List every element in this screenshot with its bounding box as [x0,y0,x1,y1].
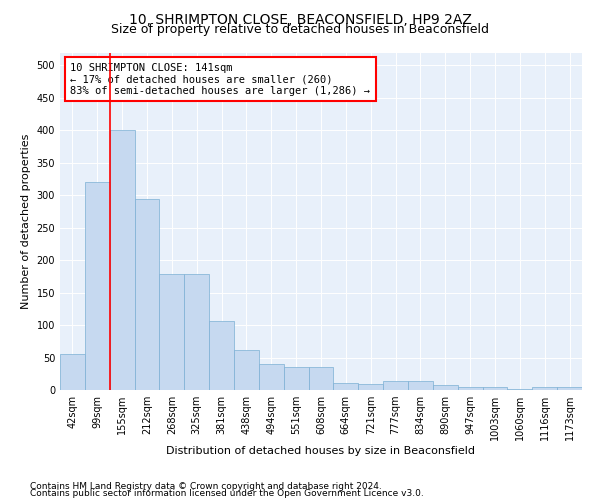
Bar [334,383,358,390]
Bar [458,387,482,390]
Bar [433,385,458,390]
Text: Contains public sector information licensed under the Open Government Licence v3: Contains public sector information licen… [30,489,424,498]
Text: 10, SHRIMPTON CLOSE, BEACONSFIELD, HP9 2AZ: 10, SHRIMPTON CLOSE, BEACONSFIELD, HP9 2… [128,12,472,26]
Bar [259,364,284,390]
Text: Size of property relative to detached houses in Beaconsfield: Size of property relative to detached ho… [111,22,489,36]
Bar [557,387,582,390]
Bar [383,381,408,390]
Bar [60,354,85,390]
Bar [184,274,209,390]
Bar [284,366,308,390]
Bar [134,198,160,390]
X-axis label: Distribution of detached houses by size in Beaconsfield: Distribution of detached houses by size … [167,446,476,456]
Bar [209,320,234,390]
Bar [85,182,110,390]
Bar [308,368,334,390]
Bar [482,388,508,390]
Bar [408,381,433,390]
Y-axis label: Number of detached properties: Number of detached properties [21,134,31,309]
Bar [234,350,259,390]
Text: Contains HM Land Registry data © Crown copyright and database right 2024.: Contains HM Land Registry data © Crown c… [30,482,382,491]
Bar [358,384,383,390]
Bar [532,388,557,390]
Text: 10 SHRIMPTON CLOSE: 141sqm
← 17% of detached houses are smaller (260)
83% of sem: 10 SHRIMPTON CLOSE: 141sqm ← 17% of deta… [70,62,370,96]
Bar [110,130,134,390]
Bar [160,274,184,390]
